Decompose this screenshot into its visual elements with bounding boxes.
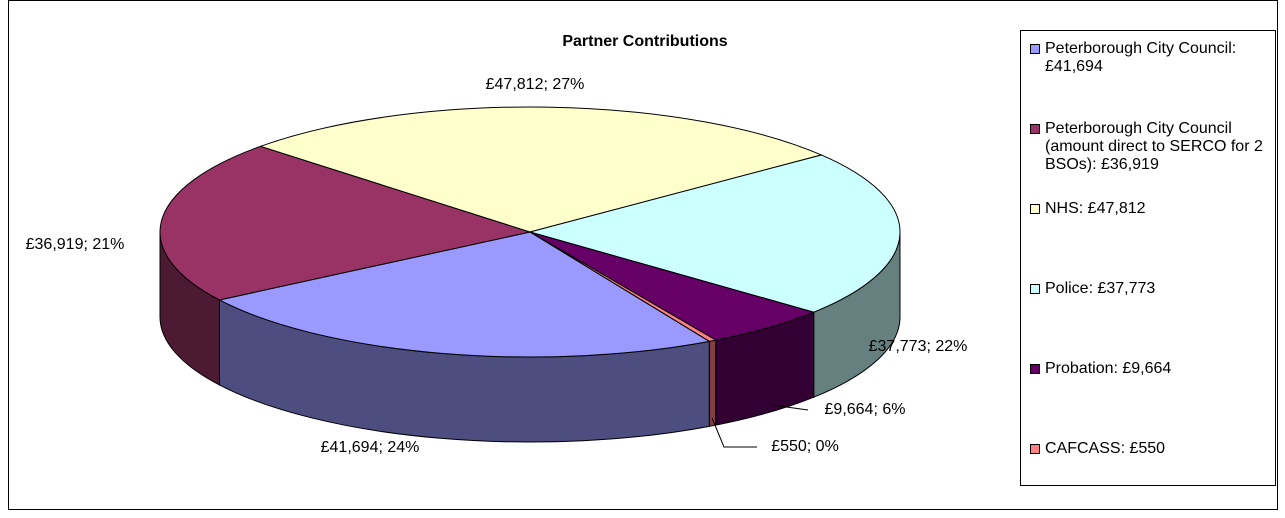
data-label: £550; 0%	[771, 438, 839, 455]
data-label: £9,664; 6%	[825, 401, 906, 418]
leader-line	[771, 404, 809, 411]
legend-swatch	[1030, 284, 1040, 294]
slice	[218, 231, 711, 358]
slice	[529, 231, 718, 342]
legend-swatch	[1030, 364, 1040, 374]
legend-label: Police: £37,773	[1045, 280, 1156, 297]
data-label: £37,773; 22%	[869, 338, 968, 355]
chart-title: Partner Contributions	[562, 33, 727, 50]
legend-swatch	[1030, 444, 1040, 454]
slice	[529, 231, 816, 341]
legend-swatch	[1030, 124, 1040, 134]
slice-side	[708, 339, 717, 427]
legend-label: Probation: £9,664	[1045, 360, 1172, 377]
legend-swatch	[1030, 204, 1040, 214]
slice	[528, 154, 901, 313]
slice	[259, 106, 823, 233]
legend-label: NHS: £47,812	[1045, 200, 1146, 217]
legend-label: CAFCASS: £550	[1045, 440, 1166, 457]
legend-label: Peterborough City Council: £41,694	[1045, 40, 1237, 75]
legend-swatch	[1030, 44, 1040, 54]
leader-line	[711, 417, 757, 448]
data-label: £41,694; 24%	[321, 439, 420, 456]
legend-box	[1020, 30, 1276, 486]
data-label: £36,919; 21%	[26, 236, 125, 253]
data-label: £47,812; 27%	[486, 76, 585, 93]
slice	[159, 145, 532, 301]
legend-label: Peterborough City Council (amount direct…	[1045, 120, 1263, 173]
